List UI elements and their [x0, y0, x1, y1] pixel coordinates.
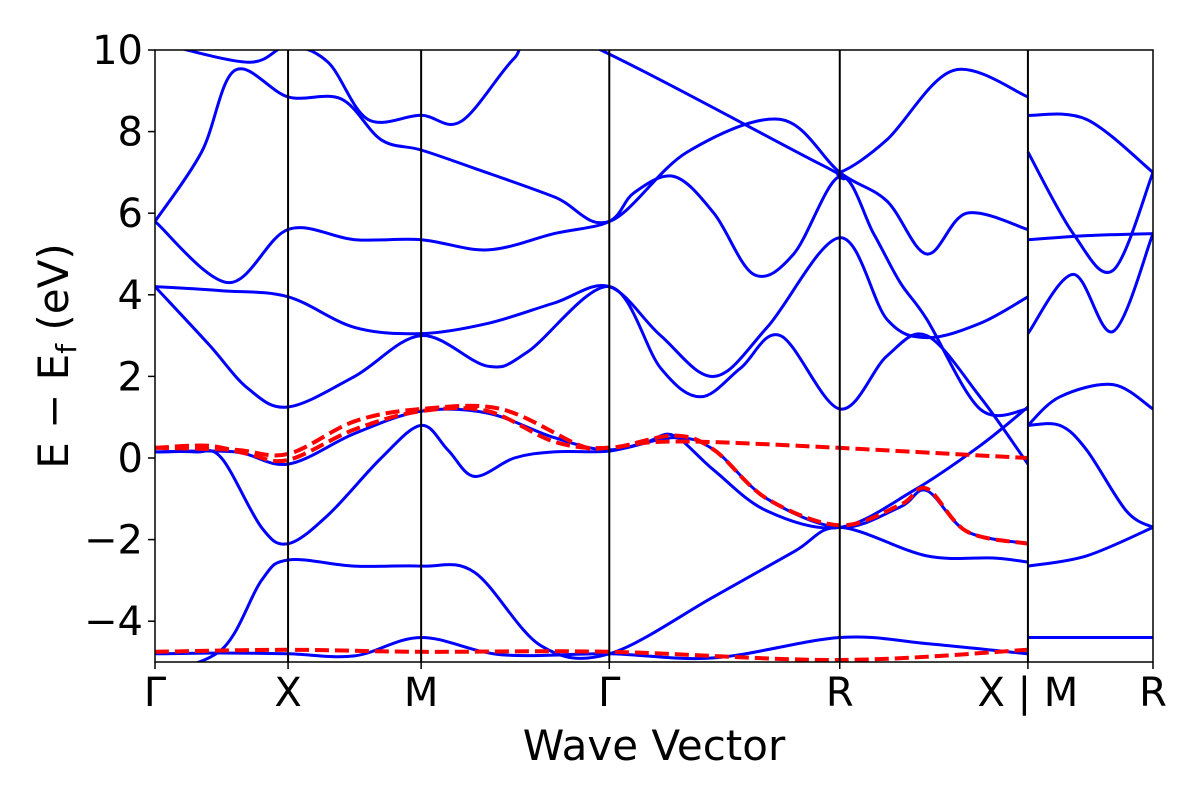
high-symmetry-lines: [287, 50, 1029, 662]
band-line-series-0-band-2-part-1: [1027, 422, 1153, 529]
plot-frame: [154, 49, 1154, 663]
y-tick-label: 4: [118, 273, 143, 319]
band-line-series-0-band-7-part-0: [155, 67, 1029, 256]
y-tick-label: 10: [92, 28, 143, 74]
y-axis: −4 −2 0 2 4 6 8 10: [84, 28, 155, 645]
band-line-series-0-band-2-part-0: [155, 405, 1029, 546]
y-axis-label: E − Ef (eV): [29, 243, 83, 469]
y-tick-label: 2: [118, 354, 143, 400]
x-tick-label: Γ: [598, 670, 621, 716]
x-tick-label: X | M: [978, 670, 1079, 716]
band-line-series-0-band-7-part-1: [1026, 151, 1153, 274]
x-tick-label: R: [826, 670, 854, 716]
y-axis-label-subscript: f: [50, 343, 83, 354]
bands-layer: [155, 50, 1153, 662]
y-axis-label-main: E − E: [29, 354, 78, 469]
y-tick-label: −2: [84, 518, 143, 564]
band-line-series-0-band-8-part-1: [1027, 112, 1153, 174]
band-line-series-0-band-3-part-0: [155, 407, 1029, 546]
band-line-series-0-band-6-part-1: [1027, 232, 1153, 242]
x-tick-label: R: [1139, 670, 1167, 716]
band-line-series-0-band-4-part-0: [155, 285, 1030, 465]
band-line-series-0-band-5-part-0: [155, 236, 1029, 378]
band-line-series-0-band-8-part-0: [181, 50, 1029, 181]
x-axis: Γ X M Γ R X | M R: [144, 662, 1167, 716]
band-line-series-0-band-1-part-0: [194, 525, 1029, 662]
band-line-series-0-band-5-part-1: [1026, 233, 1153, 335]
y-tick-label: 6: [118, 191, 143, 237]
band-line-series-0-band-0-part-0: [155, 635, 1029, 661]
band-line-series-0-band-6-part-0: [155, 174, 1029, 418]
y-tick-label: −4: [84, 599, 143, 645]
band-line-series-1-band-1-part-0: [155, 403, 1028, 460]
x-tick-label: Γ: [144, 670, 167, 716]
y-axis-label-unit: (eV): [29, 243, 78, 344]
y-tick-label: 0: [118, 436, 143, 482]
band-line-series-0-band-4-part-1: [1026, 382, 1153, 427]
band-line-series-0-band-1-part-1: [1027, 526, 1153, 568]
x-tick-label: M: [404, 670, 439, 716]
y-tick-label: 8: [118, 110, 143, 156]
x-tick-label: X: [274, 670, 301, 716]
band-line-series-1-band-0-part-0: [155, 405, 1029, 546]
x-axis-label: Wave Vector: [523, 721, 786, 770]
